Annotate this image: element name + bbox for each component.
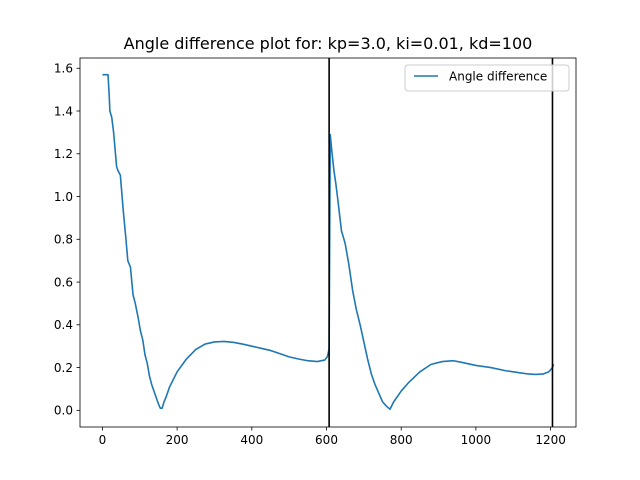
legend-label: Angle difference (449, 70, 547, 84)
x-tick-label: 800 (390, 433, 413, 447)
y-tick-label: 0.0 (54, 404, 73, 418)
plot-area (102, 58, 555, 427)
y-tick-label: 1.6 (54, 62, 73, 76)
series-line-0 (102, 73, 555, 411)
x-tick-label: 200 (166, 433, 189, 447)
chart-title: Angle difference plot for: kp=3.0, ki=0.… (124, 34, 533, 53)
y-tick-label: 0.6 (54, 275, 73, 289)
axes-frame (79, 57, 577, 428)
legend-box (404, 64, 570, 92)
y-tick-label: 0.2 (54, 361, 73, 375)
x-tick-label: 1200 (535, 433, 566, 447)
axes: 0 200 400 600 800 1000 1200 0.0 0.2 0.4 0.6 0.8 1.0 1… (54, 57, 577, 447)
x-tick-label: 0 (99, 433, 107, 447)
y-tick-label: 1.2 (54, 147, 73, 161)
x-tick-label: 400 (240, 433, 263, 447)
y-tick-label: 1.0 (54, 190, 73, 204)
x-tick-label: 1000 (461, 433, 492, 447)
y-tick-label: 0.4 (54, 318, 73, 332)
y-tick-label: 0.8 (54, 233, 73, 247)
legend: Angle difference (404, 64, 570, 92)
x-tick-label: 600 (315, 433, 338, 447)
y-tick-label: 1.4 (54, 104, 73, 118)
